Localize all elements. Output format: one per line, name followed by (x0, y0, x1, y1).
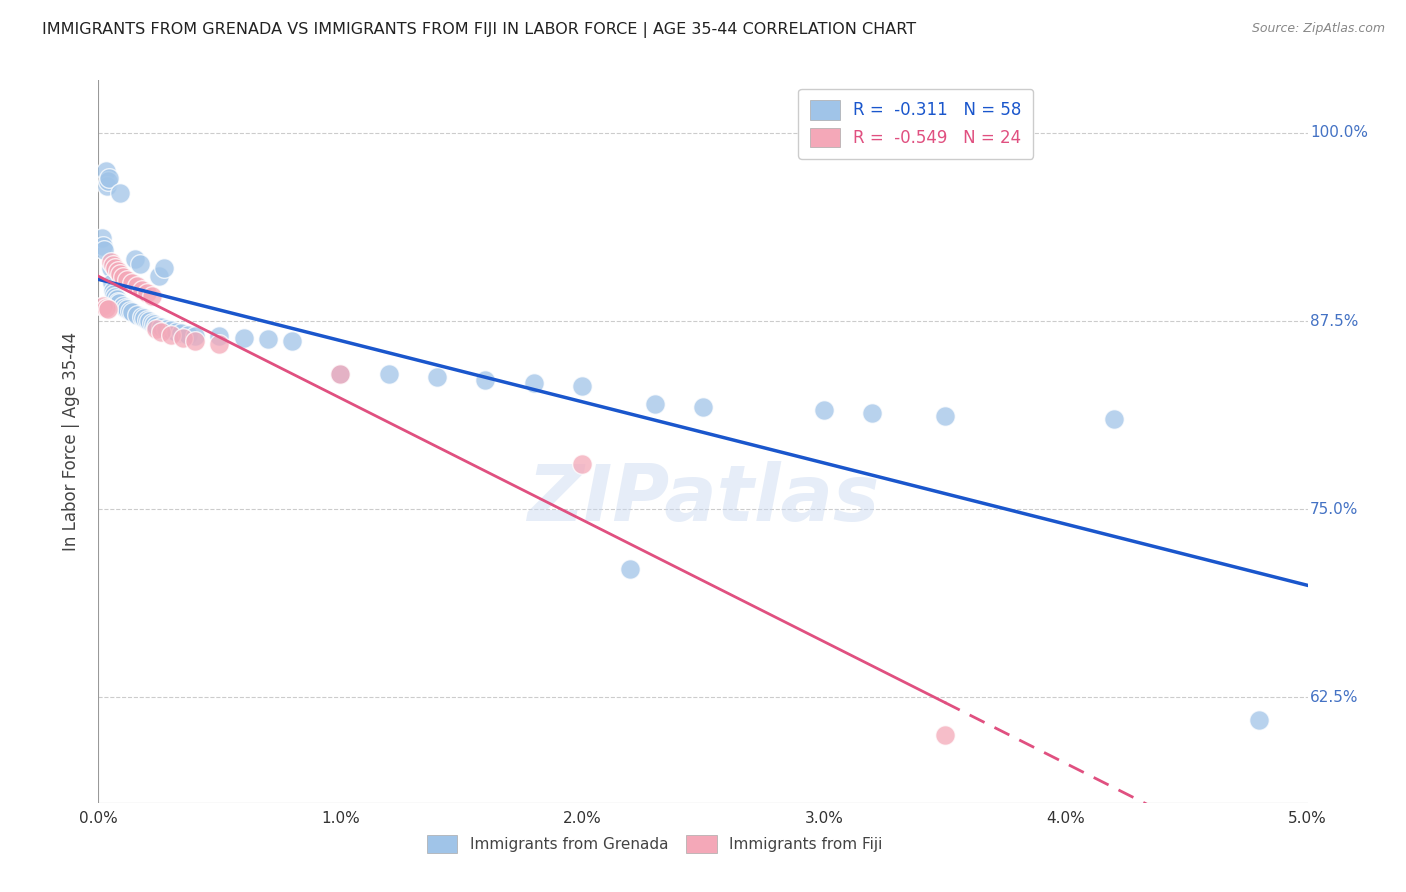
Point (100, 277, 122, 291)
Y-axis label: In Labor Force | Age 35-44: In Labor Force | Age 35-44 (62, 332, 80, 551)
Text: IMMIGRANTS FROM GRENADA VS IMMIGRANTS FROM FIJI IN LABOR FORCE | AGE 35-44 CORRE: IMMIGRANTS FROM GRENADA VS IMMIGRANTS FR… (42, 22, 917, 38)
Point (101, 284, 124, 298)
Text: Source: ZipAtlas.com: Source: ZipAtlas.com (1251, 22, 1385, 36)
Point (1249, 713, 1271, 727)
Legend: Immigrants from Grenada, Immigrants from Fiji: Immigrants from Grenada, Immigrants from… (419, 827, 890, 860)
Point (114, 301, 136, 315)
Point (692, 400, 714, 414)
Point (165, 325, 187, 339)
Point (121, 277, 143, 291)
Point (571, 379, 593, 393)
Point (571, 457, 593, 471)
Point (111, 299, 134, 313)
Text: 62.5%: 62.5% (1310, 690, 1358, 705)
Point (97, 301, 120, 316)
Point (91, 299, 114, 313)
Point (474, 373, 496, 387)
Point (138, 314, 160, 328)
Point (100, 261, 122, 276)
Point (329, 367, 352, 381)
Point (177, 327, 200, 342)
Point (172, 331, 194, 345)
Text: 75.0%: 75.0% (1310, 502, 1358, 516)
Point (256, 332, 278, 346)
Point (104, 290, 127, 304)
Point (91, 239, 114, 253)
Point (135, 312, 157, 326)
Point (104, 261, 127, 276)
Point (184, 334, 207, 348)
Point (108, 268, 131, 282)
Point (152, 261, 174, 276)
Point (127, 279, 149, 293)
Point (860, 406, 883, 420)
Point (143, 317, 166, 331)
Point (111, 270, 134, 285)
Point (184, 329, 207, 343)
Point (97, 174, 120, 188)
Point (644, 397, 666, 411)
Point (98, 171, 121, 186)
Point (934, 409, 956, 423)
Point (208, 336, 231, 351)
Point (141, 288, 163, 302)
Point (813, 403, 835, 417)
Point (523, 376, 546, 390)
Point (155, 321, 177, 335)
Point (1102, 412, 1125, 426)
Point (150, 325, 173, 339)
Point (124, 252, 146, 267)
Point (121, 305, 143, 319)
Point (117, 301, 139, 316)
Point (117, 273, 139, 287)
Point (934, 728, 956, 742)
Point (107, 294, 129, 309)
Point (281, 334, 304, 348)
Point (94, 163, 117, 178)
Point (127, 308, 149, 322)
Point (100, 255, 122, 269)
Point (150, 320, 173, 334)
Point (96, 178, 118, 193)
Point (108, 296, 131, 310)
Point (118, 303, 141, 318)
Point (103, 287, 125, 301)
Point (329, 367, 352, 381)
Point (377, 367, 399, 381)
Point (93, 244, 115, 258)
Point (108, 186, 131, 201)
Point (141, 316, 163, 330)
Point (101, 259, 124, 273)
Text: 100.0%: 100.0% (1310, 126, 1368, 140)
Point (134, 311, 156, 326)
Point (135, 285, 157, 300)
Point (145, 318, 167, 333)
Point (232, 331, 254, 345)
Point (145, 321, 167, 335)
Point (160, 323, 183, 337)
Point (105, 292, 128, 306)
Point (619, 562, 641, 576)
Point (131, 310, 153, 324)
Point (94, 301, 117, 315)
Point (208, 329, 231, 343)
Point (426, 369, 449, 384)
Point (160, 327, 183, 342)
Point (91, 231, 114, 245)
Point (148, 268, 170, 283)
Point (128, 257, 150, 271)
Point (169, 326, 191, 340)
Point (131, 283, 153, 297)
Text: ZIPatlas: ZIPatlas (527, 461, 879, 537)
Point (107, 264, 129, 278)
Text: 87.5%: 87.5% (1310, 314, 1358, 328)
